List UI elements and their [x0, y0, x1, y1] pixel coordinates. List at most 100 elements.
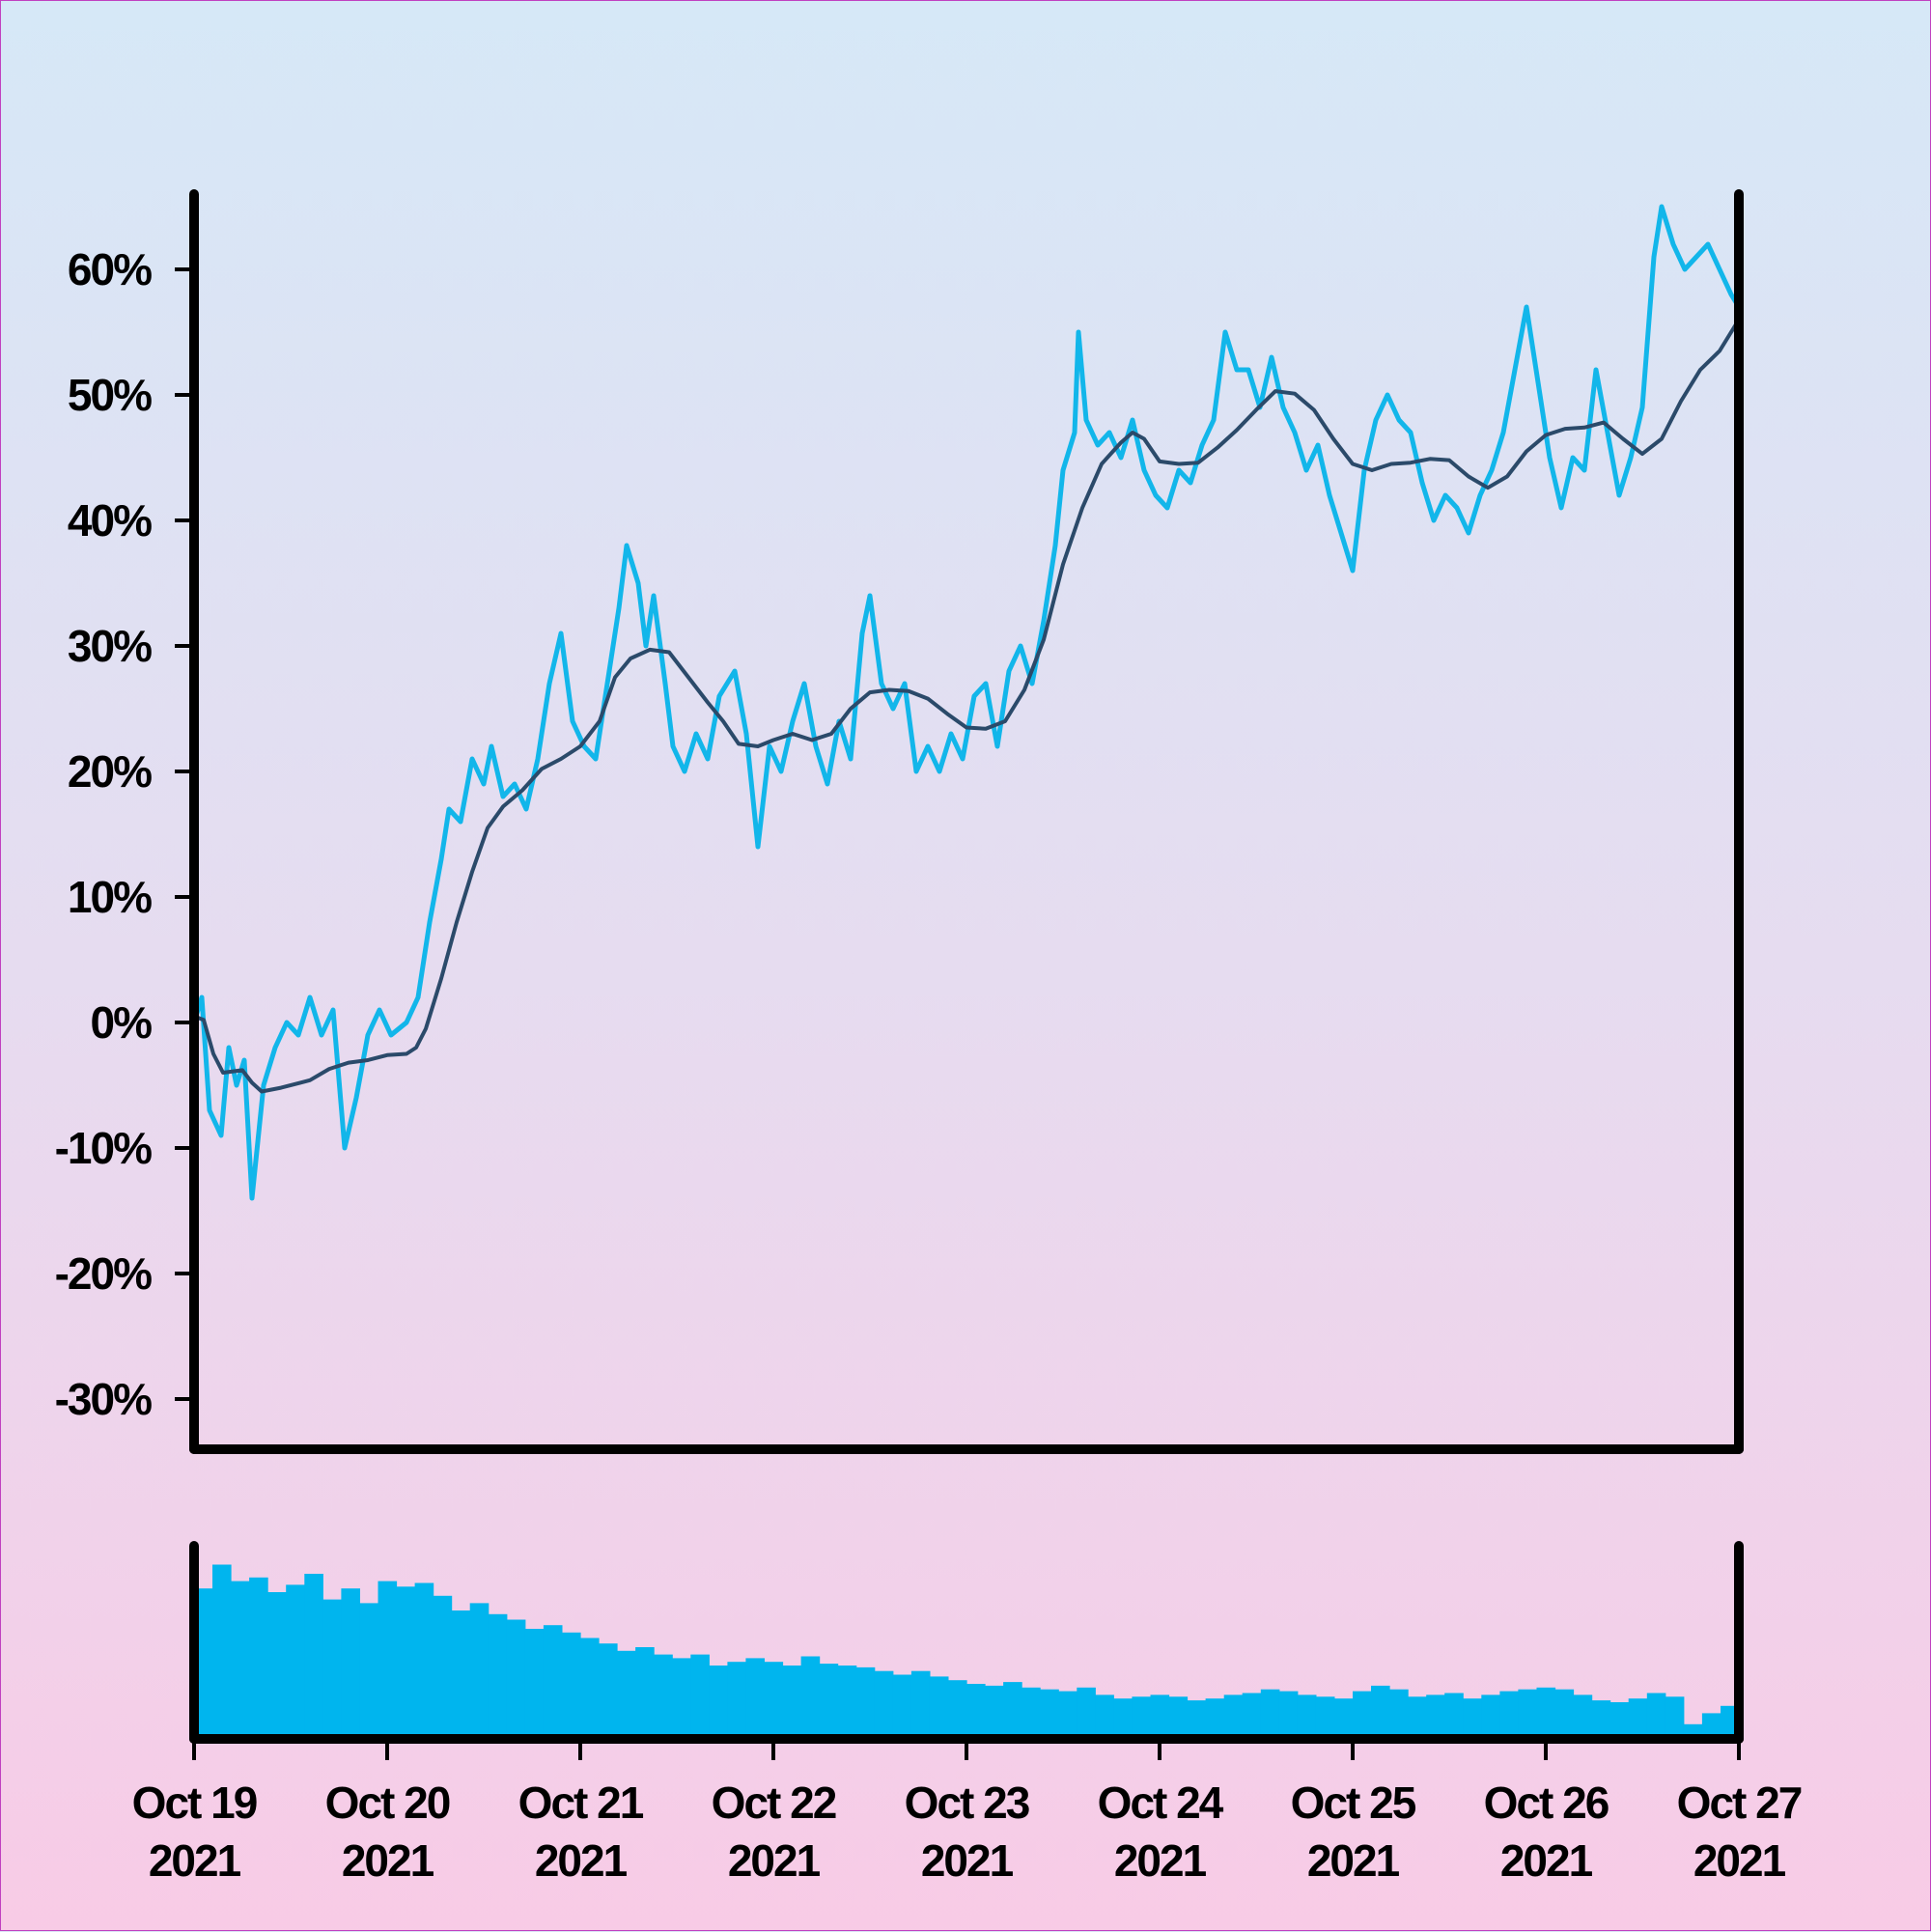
volume-bar [1554, 1689, 1575, 1739]
volume-bar [764, 1662, 784, 1739]
y-tick-label: 0% [91, 997, 153, 1048]
x-tick-label-date: Oct 20 [325, 1778, 450, 1828]
volume-bar [304, 1574, 323, 1739]
volume-bar [1408, 1696, 1427, 1739]
volume-bar [267, 1592, 287, 1739]
volume-bar [690, 1654, 710, 1739]
volume-bar [617, 1650, 636, 1739]
x-tick-label-date: Oct 22 [712, 1778, 836, 1828]
volume-bar [819, 1664, 839, 1739]
volume-bar [837, 1666, 857, 1739]
x-tick-label-year: 2021 [728, 1835, 821, 1886]
volume-bar [1187, 1700, 1207, 1739]
x-tick-label-year: 2021 [1693, 1835, 1786, 1886]
volume-bar [709, 1666, 728, 1739]
x-tick-label-year: 2021 [535, 1835, 628, 1886]
volume-bar [1463, 1698, 1482, 1739]
volume-bar [782, 1666, 802, 1739]
volume-bar [985, 1685, 1004, 1739]
volume-bar [654, 1654, 673, 1739]
volume-bar [599, 1643, 618, 1739]
volume-bar [1260, 1689, 1280, 1739]
volume-bar [286, 1584, 305, 1739]
volume-bar [1646, 1693, 1666, 1739]
volume-bar [580, 1638, 600, 1739]
y-tick-label: 50% [68, 370, 152, 420]
volume-bar [1205, 1698, 1225, 1739]
volume-bar [1003, 1682, 1022, 1739]
y-tick-label: 60% [68, 244, 152, 294]
y-tick-label: -20% [55, 1248, 152, 1299]
volume-bar [1058, 1691, 1077, 1739]
x-tick-label-date: Oct 25 [1291, 1778, 1416, 1828]
x-tick-label-year: 2021 [149, 1835, 241, 1886]
y-tick-label: -10% [55, 1123, 152, 1173]
volume-bar [414, 1582, 434, 1739]
volume-bar [249, 1577, 268, 1739]
volume-bar [231, 1581, 250, 1739]
volume-bar [727, 1662, 746, 1739]
volume-bar [1278, 1691, 1299, 1739]
volume-bar [929, 1676, 949, 1739]
volume-bar [1113, 1698, 1133, 1739]
x-tick-label-year: 2021 [1307, 1835, 1400, 1886]
volume-bar [451, 1610, 471, 1739]
volume-bar [948, 1680, 967, 1739]
x-tick-label-date: Oct 26 [1484, 1778, 1609, 1828]
volume-bar [506, 1619, 526, 1739]
x-tick-label-date: Oct 24 [1098, 1778, 1224, 1828]
volume-bar [1591, 1700, 1611, 1739]
volume-bar [1609, 1702, 1630, 1739]
volume-bar [562, 1632, 581, 1739]
volume-bar [1223, 1694, 1244, 1739]
y-tick-label: -30% [55, 1374, 152, 1424]
x-tick-label-date: Oct 23 [905, 1778, 1029, 1828]
volume-bar [1371, 1685, 1390, 1739]
volume-bar [635, 1647, 655, 1739]
volume-bar [488, 1613, 508, 1739]
volume-bar [1481, 1694, 1500, 1739]
x-tick-label-year: 2021 [1114, 1835, 1207, 1886]
volume-bar [1536, 1687, 1556, 1739]
volume-bar [874, 1670, 894, 1739]
volume-bar [212, 1564, 232, 1739]
volume-bar [1095, 1694, 1114, 1739]
volume-bar [1573, 1694, 1593, 1739]
volume-bar [966, 1684, 986, 1739]
volume-bar [524, 1629, 545, 1739]
x-tick-label-date: Oct 27 [1677, 1778, 1802, 1828]
moving-average-line [192, 318, 1741, 1094]
volume-bar [359, 1603, 378, 1739]
volume-bar [800, 1656, 821, 1739]
volume-bar [1168, 1696, 1189, 1739]
volume-bar [396, 1586, 416, 1739]
volume-bar [322, 1599, 342, 1739]
volume-bar [1389, 1689, 1409, 1739]
volume-bar [1315, 1696, 1335, 1739]
volume-bar [1132, 1696, 1151, 1739]
volume-bar [1150, 1694, 1170, 1739]
volume-bar [469, 1603, 490, 1739]
volume-bar [1242, 1693, 1262, 1739]
x-tick-label-date: Oct 19 [132, 1778, 257, 1828]
volume-bar [1353, 1691, 1372, 1739]
price-series-line [191, 204, 1742, 1201]
volume-bar [1021, 1687, 1041, 1739]
volume-plot-area: Oct 19 2021 Oct 20 2021 Oct 21 2021 Oct 22 2021… [132, 1541, 1804, 1886]
volume-bar [378, 1581, 398, 1739]
x-tick-label-year: 2021 [342, 1835, 434, 1886]
main-plot-area: 60% 50% 40% 30% 20% 10% 0% -10% -20% -30% [55, 189, 1744, 1454]
volume-bar [892, 1674, 912, 1739]
volume-bar [1444, 1693, 1464, 1739]
volume-bar [745, 1658, 765, 1739]
volume-bar [1040, 1689, 1059, 1739]
volume-bar [1628, 1698, 1648, 1739]
volume-bar [672, 1658, 691, 1739]
volume-bar [1499, 1691, 1519, 1739]
x-tick-label-year: 2021 [921, 1835, 1014, 1886]
volume-bar [433, 1595, 453, 1739]
y-tick-label: 20% [68, 746, 152, 797]
volume-bar [1665, 1696, 1685, 1739]
